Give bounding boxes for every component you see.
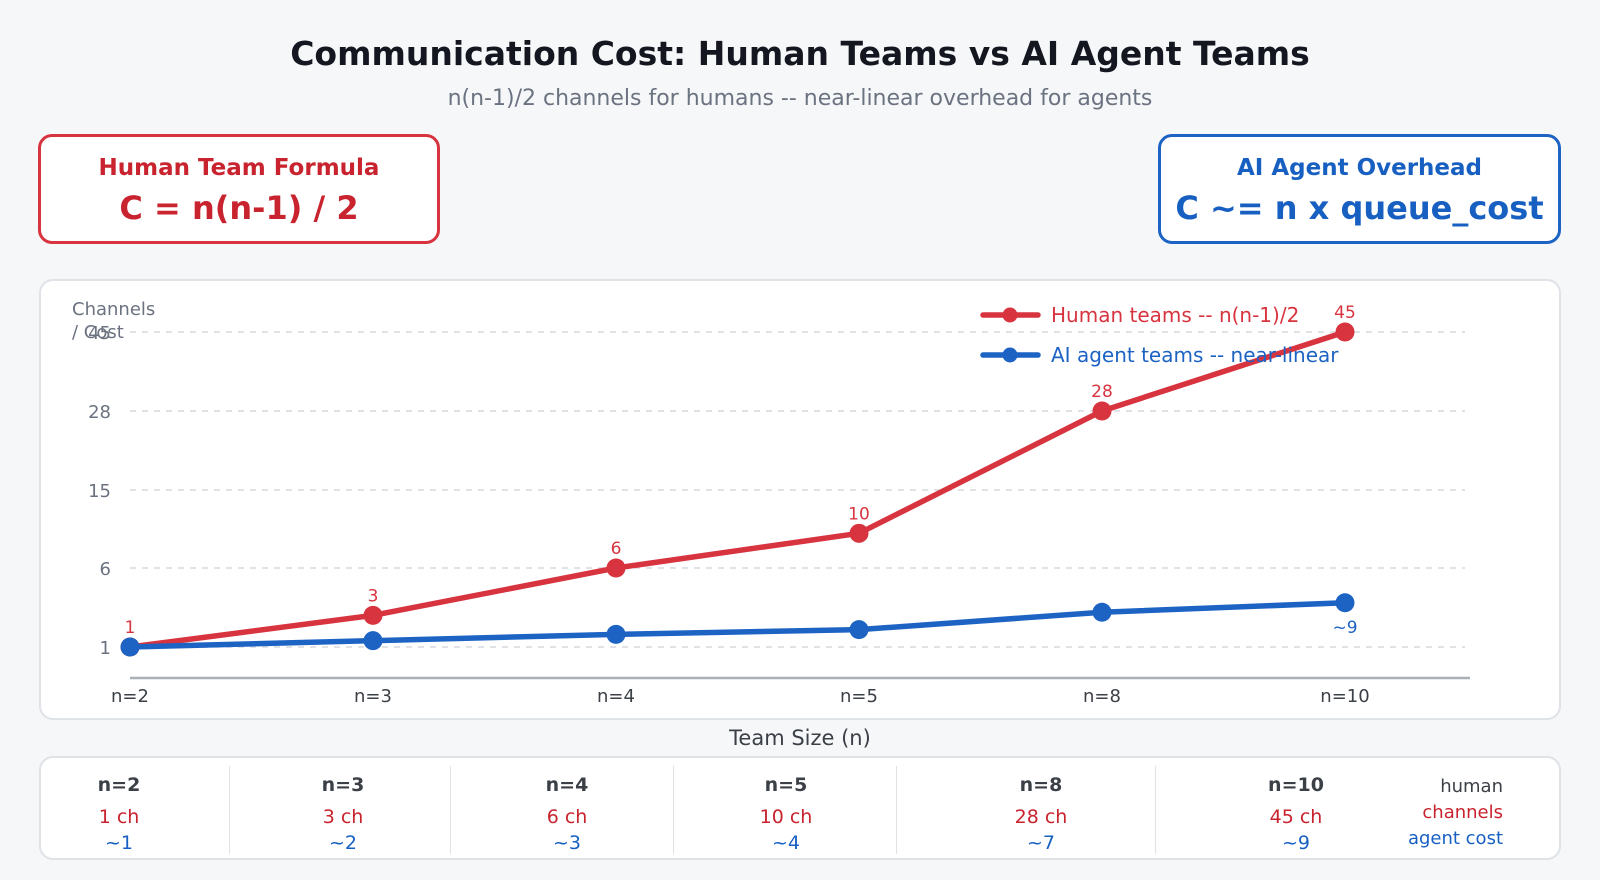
summary-human-channels: 6 ch xyxy=(546,806,588,828)
x-tick-label: n=5 xyxy=(840,686,878,707)
y-tick-label: 28 xyxy=(88,402,111,423)
summary-legend: human channels agent cost xyxy=(1408,774,1503,852)
summary-cell: n=2 1 ch ~1 xyxy=(39,766,199,854)
human-formula-card: Human Team Formula C = n(n-1) / 2 xyxy=(38,134,440,244)
summary-cell: n=4 6 ch ~3 xyxy=(487,766,647,854)
summary-team-size: n=2 xyxy=(97,774,141,796)
summary-human-channels: 10 ch xyxy=(759,806,813,828)
summary-human-channels: 45 ch xyxy=(1269,806,1323,828)
summary-human-channels: 3 ch xyxy=(322,806,364,828)
x-axis-label: Team Size (n) xyxy=(729,726,871,750)
agent-data-point xyxy=(606,624,626,644)
legend-marker xyxy=(1002,307,1018,323)
summary-divider xyxy=(673,766,674,854)
summary-agent-cost: ~3 xyxy=(552,832,581,854)
human-point-label: 1 xyxy=(125,618,136,638)
human-data-point xyxy=(606,558,626,578)
agent-data-point xyxy=(363,631,383,651)
agent-formula-label: AI Agent Overhead xyxy=(1236,155,1483,181)
human-formula-label: Human Team Formula xyxy=(98,155,380,181)
legend-marker xyxy=(1002,347,1018,363)
legend-entry: Human teams -- n(n-1)/2 xyxy=(1051,303,1299,327)
x-tick-label: n=4 xyxy=(597,686,635,707)
summary-team-size: n=4 xyxy=(545,774,589,796)
summary-human-channels: 28 ch xyxy=(1014,806,1068,828)
summary-legend-human: human xyxy=(1440,776,1503,797)
summary-cell: n=3 3 ch ~2 xyxy=(263,766,423,854)
x-tick-label: n=3 xyxy=(354,686,392,707)
y-tick-label: 6 xyxy=(100,559,111,580)
summary-divider xyxy=(229,766,230,854)
human-series-line xyxy=(127,329,1348,650)
agent-data-point xyxy=(849,620,869,640)
summary-legend-channels: channels xyxy=(1422,802,1503,823)
summary-team-size: n=10 xyxy=(1268,774,1324,796)
summary-agent-cost: ~1 xyxy=(104,832,133,854)
summary-strip: human channels agent cost n=2 1 ch ~1 n=3 3 … xyxy=(39,756,1561,860)
summary-cell: n=10 45 ch ~9 xyxy=(1216,766,1376,854)
summary-team-size: n=8 xyxy=(1019,774,1063,796)
agent-data-point xyxy=(120,637,140,657)
summary-agent-cost: ~7 xyxy=(1026,832,1055,854)
human-data-point xyxy=(1092,401,1112,421)
summary-agent-cost: ~4 xyxy=(771,832,800,854)
agent-series-line xyxy=(127,600,1348,650)
summary-team-size: n=3 xyxy=(321,774,365,796)
page-subtitle: n(n-1)/2 channels for humans -- near-lin… xyxy=(447,86,1153,111)
y-tick-label: 45 xyxy=(88,323,111,344)
legend-entry: AI agent teams -- near-linear xyxy=(1051,343,1339,367)
human-point-label: 28 xyxy=(1091,382,1113,402)
human-point-label: 10 xyxy=(848,504,870,524)
x-tick-label: n=8 xyxy=(1083,686,1121,707)
summary-divider xyxy=(1155,766,1156,854)
agent-data-point xyxy=(1092,602,1112,622)
summary-cell: n=5 10 ch ~4 xyxy=(706,766,866,854)
y-axis-label: Channels xyxy=(72,299,155,320)
summary-legend-agent: agent cost xyxy=(1407,828,1503,849)
human-data-point xyxy=(1335,322,1355,342)
summary-agent-cost: ~9 xyxy=(1281,832,1310,854)
summary-agent-cost: ~2 xyxy=(328,832,357,854)
x-tick-label: n=10 xyxy=(1320,686,1369,707)
summary-divider xyxy=(896,766,897,854)
summary-team-size: n=5 xyxy=(764,774,808,796)
human-point-label: 6 xyxy=(611,539,622,559)
human-data-point xyxy=(849,523,869,543)
page-title: Communication Cost: Human Teams vs AI Ag… xyxy=(290,34,1310,73)
agent-formula-card: AI Agent Overhead C ~= n x queue_cost xyxy=(1158,134,1561,244)
human-data-point xyxy=(363,605,383,625)
y-tick-label: 15 xyxy=(88,481,111,502)
y-axis-label: / Cost xyxy=(72,322,124,343)
summary-divider xyxy=(450,766,451,854)
y-tick-label: 1 xyxy=(100,638,111,659)
agent-point-label: ~9 xyxy=(1332,618,1357,638)
agent-data-point xyxy=(1335,593,1355,613)
human-point-label: 45 xyxy=(1334,303,1356,323)
chart-panel: 1 6 15 28 45 Channels / Cost n=2 n=3 n=4 n=5 n=8 n=1… xyxy=(39,279,1561,720)
line-chart: 1 6 15 28 45 Channels/ Cost n=2 n=3 n=4 n=5 n=8 n=1… xyxy=(72,299,1470,707)
human-formula: C = n(n-1) / 2 xyxy=(119,189,359,227)
agent-formula: C ~= n x queue_cost xyxy=(1175,189,1544,227)
x-tick-label: n=2 xyxy=(111,686,149,707)
human-point-label: 3 xyxy=(368,586,379,606)
summary-human-channels: 1 ch xyxy=(98,806,140,828)
summary-cell: n=8 28 ch ~7 xyxy=(961,766,1121,854)
